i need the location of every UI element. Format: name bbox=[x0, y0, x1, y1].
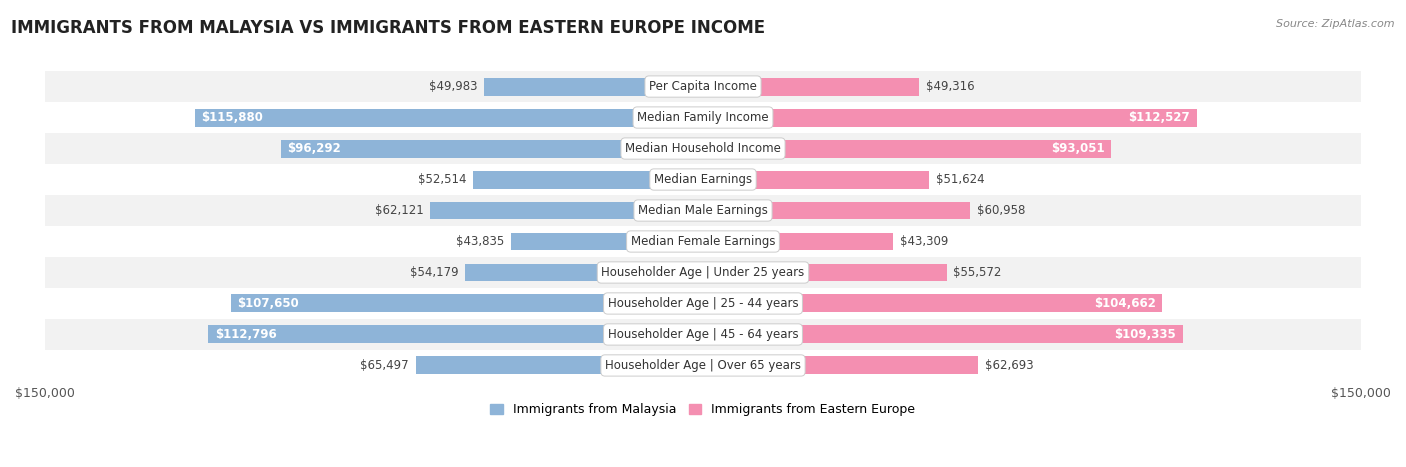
Bar bbox=[281, 140, 703, 157]
Text: $60,958: $60,958 bbox=[977, 204, 1025, 217]
Text: IMMIGRANTS FROM MALAYSIA VS IMMIGRANTS FROM EASTERN EUROPE INCOME: IMMIGRANTS FROM MALAYSIA VS IMMIGRANTS F… bbox=[11, 19, 765, 37]
Text: $115,880: $115,880 bbox=[201, 111, 263, 124]
Text: Median Household Income: Median Household Income bbox=[626, 142, 780, 155]
Bar bbox=[231, 295, 703, 312]
Text: $54,179: $54,179 bbox=[411, 266, 458, 279]
Text: $55,572: $55,572 bbox=[953, 266, 1001, 279]
Bar bbox=[472, 170, 703, 189]
Bar bbox=[45, 288, 1361, 319]
Bar bbox=[703, 356, 979, 375]
Legend: Immigrants from Malaysia, Immigrants from Eastern Europe: Immigrants from Malaysia, Immigrants fro… bbox=[485, 398, 921, 421]
Bar bbox=[45, 257, 1361, 288]
Text: $109,335: $109,335 bbox=[1115, 328, 1175, 341]
Bar bbox=[208, 325, 703, 343]
Bar bbox=[703, 263, 946, 282]
Text: Householder Age | Over 65 years: Householder Age | Over 65 years bbox=[605, 359, 801, 372]
Text: Median Earnings: Median Earnings bbox=[654, 173, 752, 186]
Bar bbox=[465, 263, 703, 282]
Text: $43,309: $43,309 bbox=[900, 235, 948, 248]
Bar bbox=[45, 350, 1361, 381]
Text: $49,983: $49,983 bbox=[429, 80, 477, 93]
Text: $52,514: $52,514 bbox=[418, 173, 465, 186]
Text: $62,121: $62,121 bbox=[375, 204, 423, 217]
Text: Median Male Earnings: Median Male Earnings bbox=[638, 204, 768, 217]
Text: Source: ZipAtlas.com: Source: ZipAtlas.com bbox=[1277, 19, 1395, 28]
Text: $51,624: $51,624 bbox=[936, 173, 984, 186]
Bar bbox=[703, 325, 1182, 343]
Text: $43,835: $43,835 bbox=[456, 235, 505, 248]
Bar bbox=[416, 356, 703, 375]
Bar bbox=[484, 78, 703, 96]
Text: $104,662: $104,662 bbox=[1094, 297, 1156, 310]
Text: $96,292: $96,292 bbox=[287, 142, 340, 155]
Text: Householder Age | 25 - 44 years: Householder Age | 25 - 44 years bbox=[607, 297, 799, 310]
Text: Per Capita Income: Per Capita Income bbox=[650, 80, 756, 93]
Text: $93,051: $93,051 bbox=[1052, 142, 1105, 155]
Bar bbox=[45, 319, 1361, 350]
Bar bbox=[45, 226, 1361, 257]
Text: Householder Age | Under 25 years: Householder Age | Under 25 years bbox=[602, 266, 804, 279]
Text: $62,693: $62,693 bbox=[984, 359, 1033, 372]
Bar bbox=[45, 133, 1361, 164]
Bar bbox=[510, 233, 703, 250]
Bar bbox=[703, 140, 1111, 157]
Bar bbox=[703, 202, 970, 219]
Text: Householder Age | 45 - 64 years: Householder Age | 45 - 64 years bbox=[607, 328, 799, 341]
Bar bbox=[703, 295, 1163, 312]
Bar bbox=[45, 71, 1361, 102]
Text: $112,796: $112,796 bbox=[215, 328, 277, 341]
Text: $112,527: $112,527 bbox=[1129, 111, 1189, 124]
Bar bbox=[430, 202, 703, 219]
Text: $107,650: $107,650 bbox=[238, 297, 299, 310]
Text: $65,497: $65,497 bbox=[360, 359, 409, 372]
Bar bbox=[45, 195, 1361, 226]
Bar bbox=[703, 108, 1197, 127]
Text: $49,316: $49,316 bbox=[927, 80, 974, 93]
Bar bbox=[194, 108, 703, 127]
Bar bbox=[45, 164, 1361, 195]
Bar bbox=[703, 170, 929, 189]
Bar bbox=[45, 102, 1361, 133]
Text: Median Female Earnings: Median Female Earnings bbox=[631, 235, 775, 248]
Bar bbox=[703, 233, 893, 250]
Text: Median Family Income: Median Family Income bbox=[637, 111, 769, 124]
Bar bbox=[703, 78, 920, 96]
